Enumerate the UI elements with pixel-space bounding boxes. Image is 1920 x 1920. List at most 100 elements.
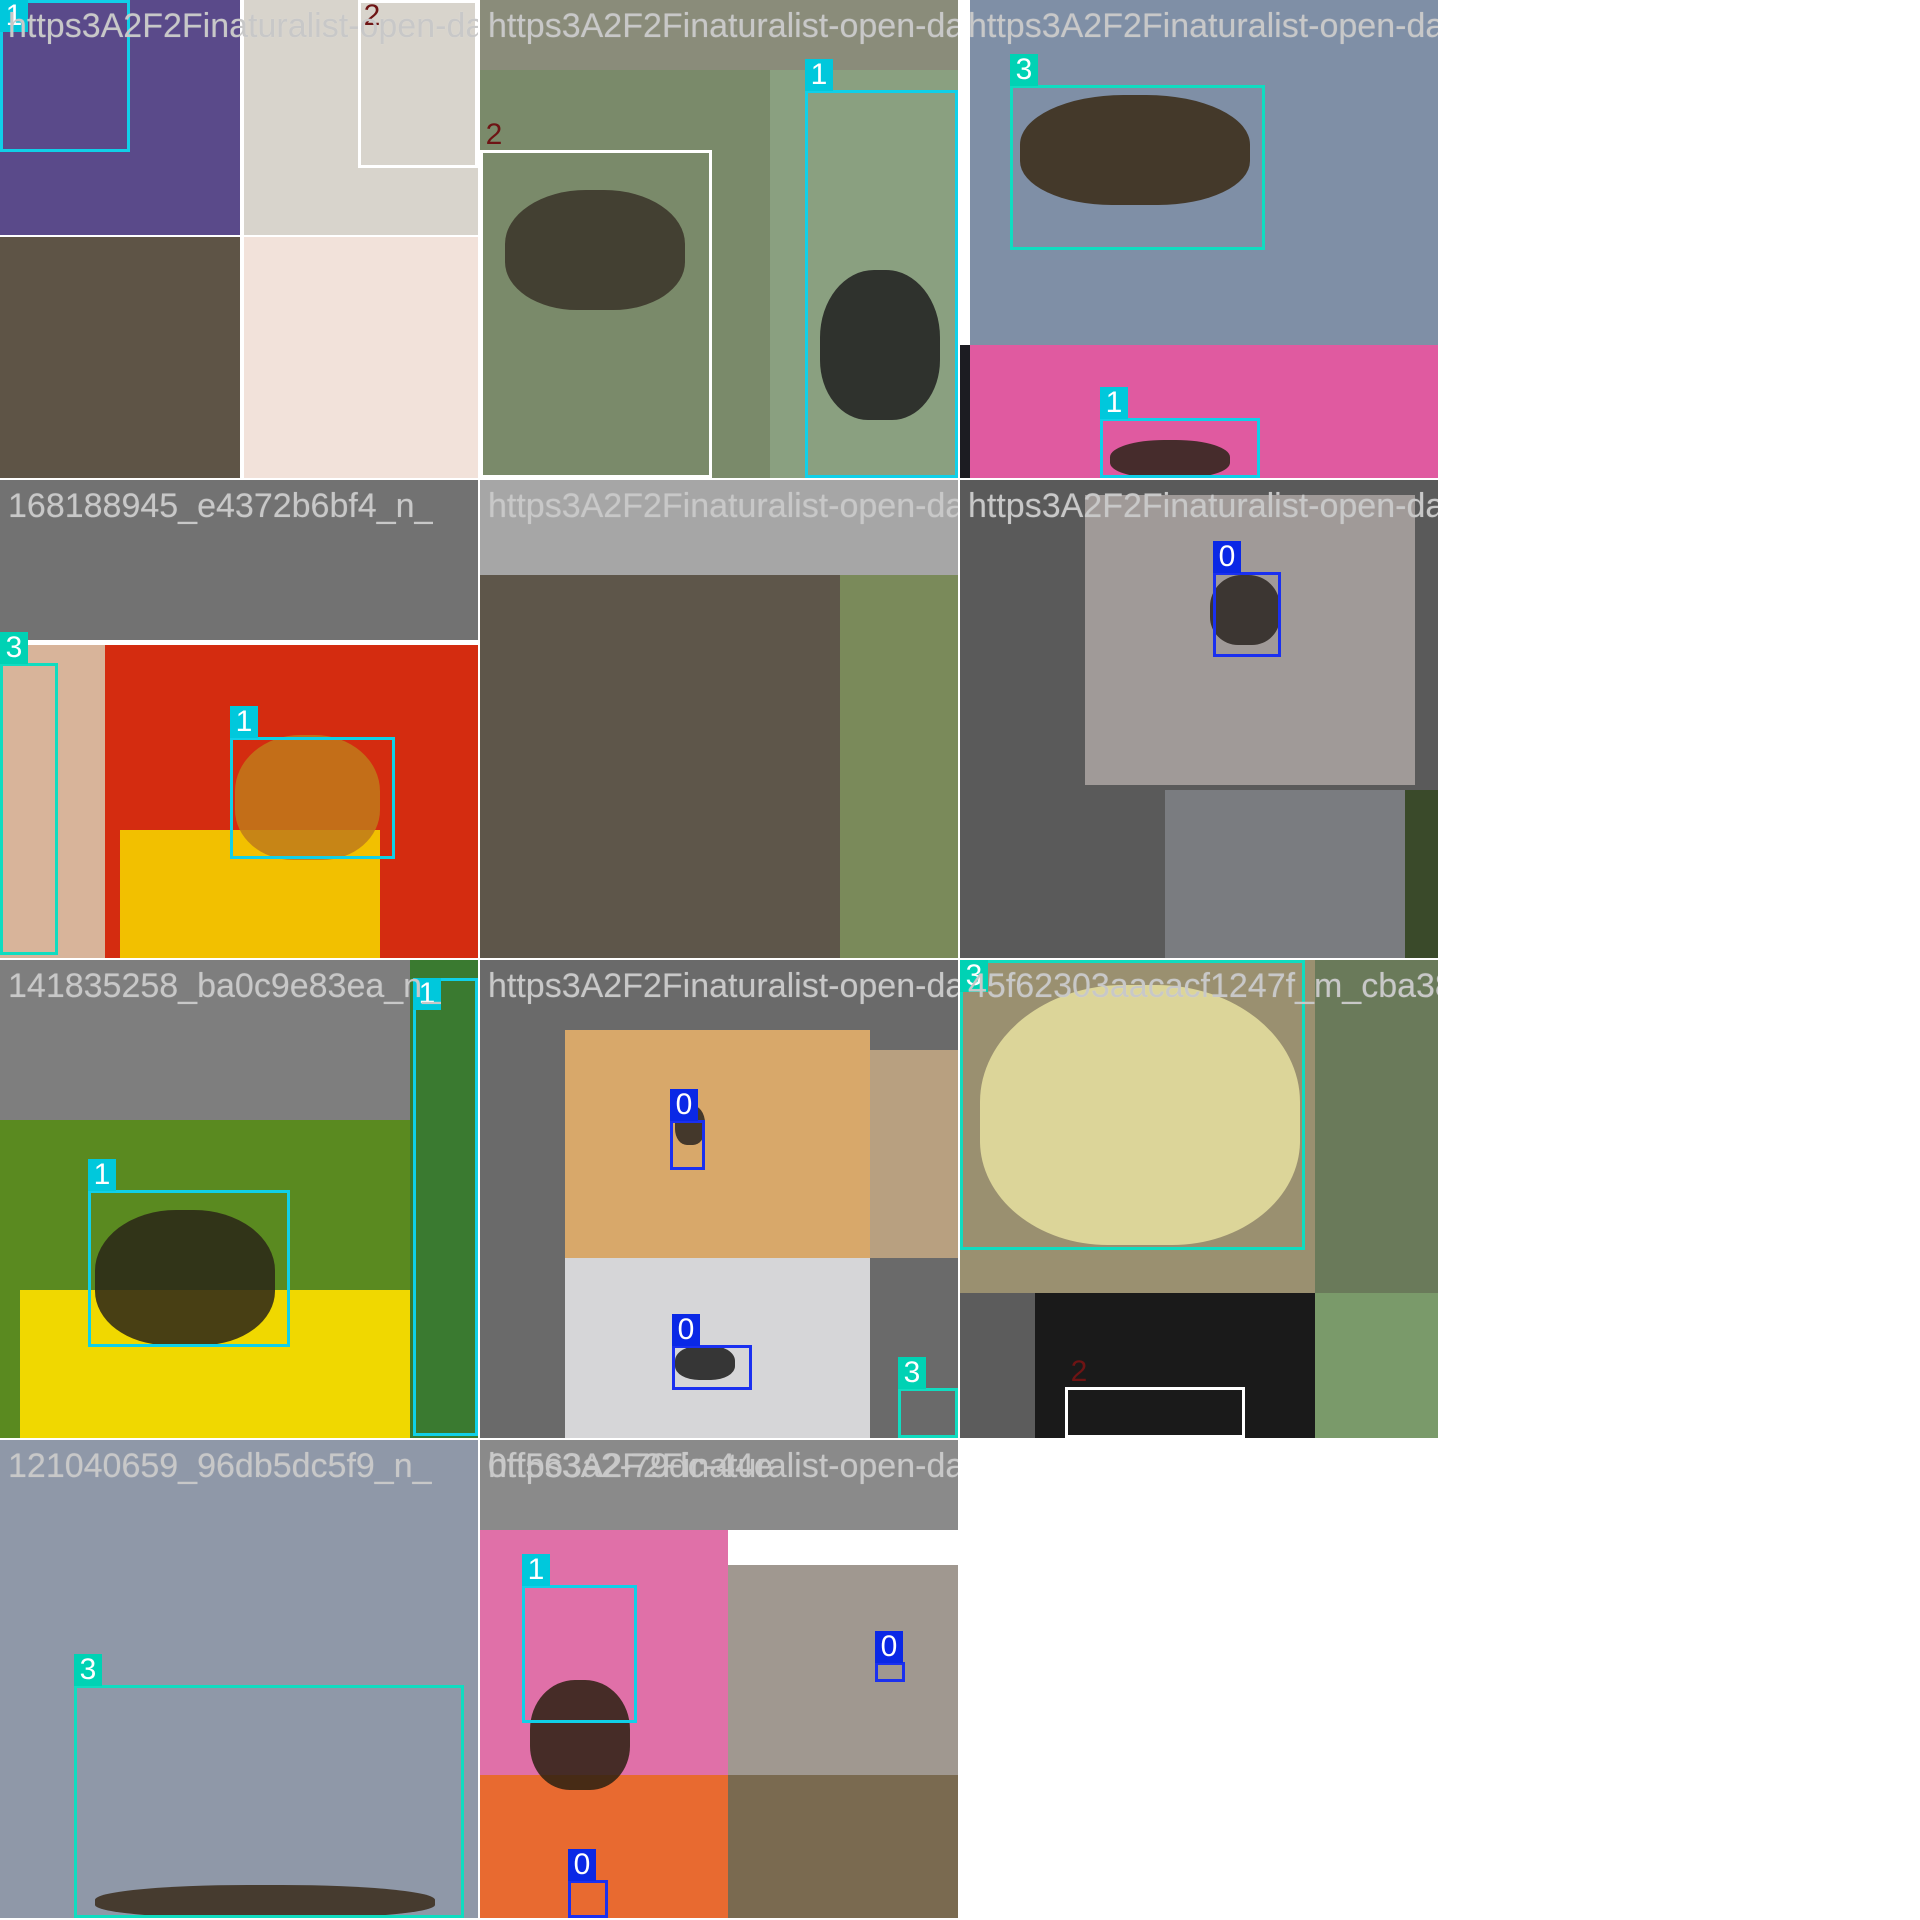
tile-title: https3A2F2Finaturalist-open-data-s3-amaz [968,487,1438,525]
detection-box: 3 [74,1654,464,1918]
mosaic-tile: 0 0 3 https3A2F2Finaturalist-open-data-s3-a… [480,960,958,1438]
detection-box: 2 [480,119,712,478]
tile-title: https3A2F2Finaturalist-open-data-s3-amaz [488,967,958,1005]
tile-title: 45f62303aacacf1247f_m_cba38812-8f42-43d0 [968,967,1438,1005]
class-label: 3 [74,1654,102,1686]
mosaic-tile: 3 1 168188945_e4372b6bf4_n_ [0,480,478,958]
photo-crop [0,0,240,235]
photo-crop [1315,960,1438,1293]
tile-title: 168188945_e4372b6bf4_n_ [8,487,434,525]
photo-crop [1035,1293,1315,1438]
detection-box: 1 [0,0,130,152]
class-label: 1 [0,0,28,32]
class-label: 1 [413,978,441,1010]
tile-title: https3A2F2Finaturalist-open-data-s3-amaz [488,487,958,525]
insect-shape [95,1210,275,1345]
class-label: 1 [230,706,258,738]
detection-box: 0 [670,1089,705,1170]
photo-crop [244,237,478,478]
photo-crop [840,575,958,958]
insect-shape [95,1885,435,1918]
class-label: 0 [568,1849,596,1881]
tile-title: https3A2F2Finaturalist-open-data-s3-amaz [8,7,478,45]
detection-box: 1 [522,1554,637,1723]
class-label: 0 [1213,541,1241,573]
photo-crop [480,1775,728,1918]
photo-crop [244,0,478,235]
mosaic-tile: 1 2https3A2F2Finaturalist-open-data-s3-am… [0,0,478,478]
class-label: 1 [1100,387,1128,419]
insect-shape [1210,575,1280,645]
mosaic-tile: 0ff563a2-79dc-44e [480,1440,958,1500]
photo-crop [1165,790,1405,958]
tile-title: 0ff563a2-79dc-44e [488,1447,773,1485]
insect-shape [530,1680,630,1790]
detection-box: 3 [0,632,58,955]
class-label: 2 [1070,1355,1088,1388]
tile-title: https3A2F2Finaturalist-open-data-s3-amaz [968,7,1438,45]
insect-shape [820,270,940,420]
detection-box: 2 [358,0,478,168]
detection-box: 3 [898,1357,958,1438]
insect-shape [1110,440,1230,478]
detection-box: 1 [413,978,478,1436]
tile-title: https3A2F2Finaturalist-open-data-s3-amaz [488,1447,958,1485]
photo-crop [0,960,478,1120]
class-label: 3 [1010,54,1038,86]
detection-box: 3 [1010,54,1265,250]
mosaic-tile: 3 2 45f62303aacacf1247f_m_cba38812-8f42-43… [960,960,1438,1438]
photo-crop [565,1030,870,1258]
photo-crop [0,237,240,478]
photo-crop [1315,1293,1438,1438]
class-label: 1 [805,59,833,91]
class-label: 0 [672,1314,700,1346]
detection-box: 1 [230,706,395,859]
photo-crop [480,575,840,958]
mosaic-tile: 2 1 https3A2F2Finaturalist-open-data-s3-am… [480,0,958,478]
detection-box: 1 [88,1159,290,1347]
insect-shape [505,190,685,310]
photo-crop [960,1293,1035,1438]
mosaic-tile: https3A2F2Finaturalist-open-data-s3-amaz [480,480,958,958]
photo-crop [0,645,105,958]
mosaic-tile: 3 1 https3A2F2Finaturalist-open-data-s3-am… [960,0,1438,478]
insect-shape [980,985,1300,1245]
detection-box: 0 [568,1849,608,1918]
class-label: 2 [485,118,503,151]
insect-shape [1020,95,1250,205]
class-label: 1 [522,1554,550,1586]
photo-crop [728,1565,958,1775]
photo-crop [0,480,478,640]
tile-title: https3A2F2Finaturalist-open-data-s3-amaz [488,7,958,45]
detection-box: 1 [805,59,958,478]
detection-box: 0 [1213,541,1281,657]
mosaic-tile: 0 https3A2F2Finaturalist-open-data-s3-ama… [960,480,1438,958]
mosaic-tile: 3 121040659_96db5dc5f9_n_ [0,1440,478,1918]
tile-title: 121040659_96db5dc5f9_n_ [8,1447,432,1485]
tile-title: 141835258_ba0c9e83ea_n_ [8,967,442,1005]
insect-shape [235,735,380,860]
mosaic-tile: 1 0 0 https3A2F2Finaturalist-open-data-s3-a… [480,1440,958,1918]
photo-crop [480,0,958,70]
insect-shape [675,1345,735,1380]
photo-crop [1405,790,1438,958]
photo-crop [960,345,970,478]
detection-box: 2 [1065,1356,1245,1438]
detection-box: 0 [875,1631,905,1682]
class-label: 0 [670,1089,698,1121]
photo-crop [870,1050,958,1258]
class-label: 1 [88,1159,116,1191]
class-label: 3 [898,1357,926,1389]
detection-box: 0 [672,1314,752,1390]
class-label: 2 [363,0,381,32]
class-label: 3 [0,632,28,664]
photo-crop [728,1775,958,1918]
photo-crop [410,960,478,1438]
class-label: 0 [875,1631,903,1663]
detection-box: 1 [1100,387,1260,478]
detection-box: 3 [960,960,1305,1250]
photo-crop [480,1440,958,1530]
mosaic-tile: 1 1 141835258_ba0c9e83ea_n_ [0,960,478,1438]
photo-crop [480,480,958,575]
